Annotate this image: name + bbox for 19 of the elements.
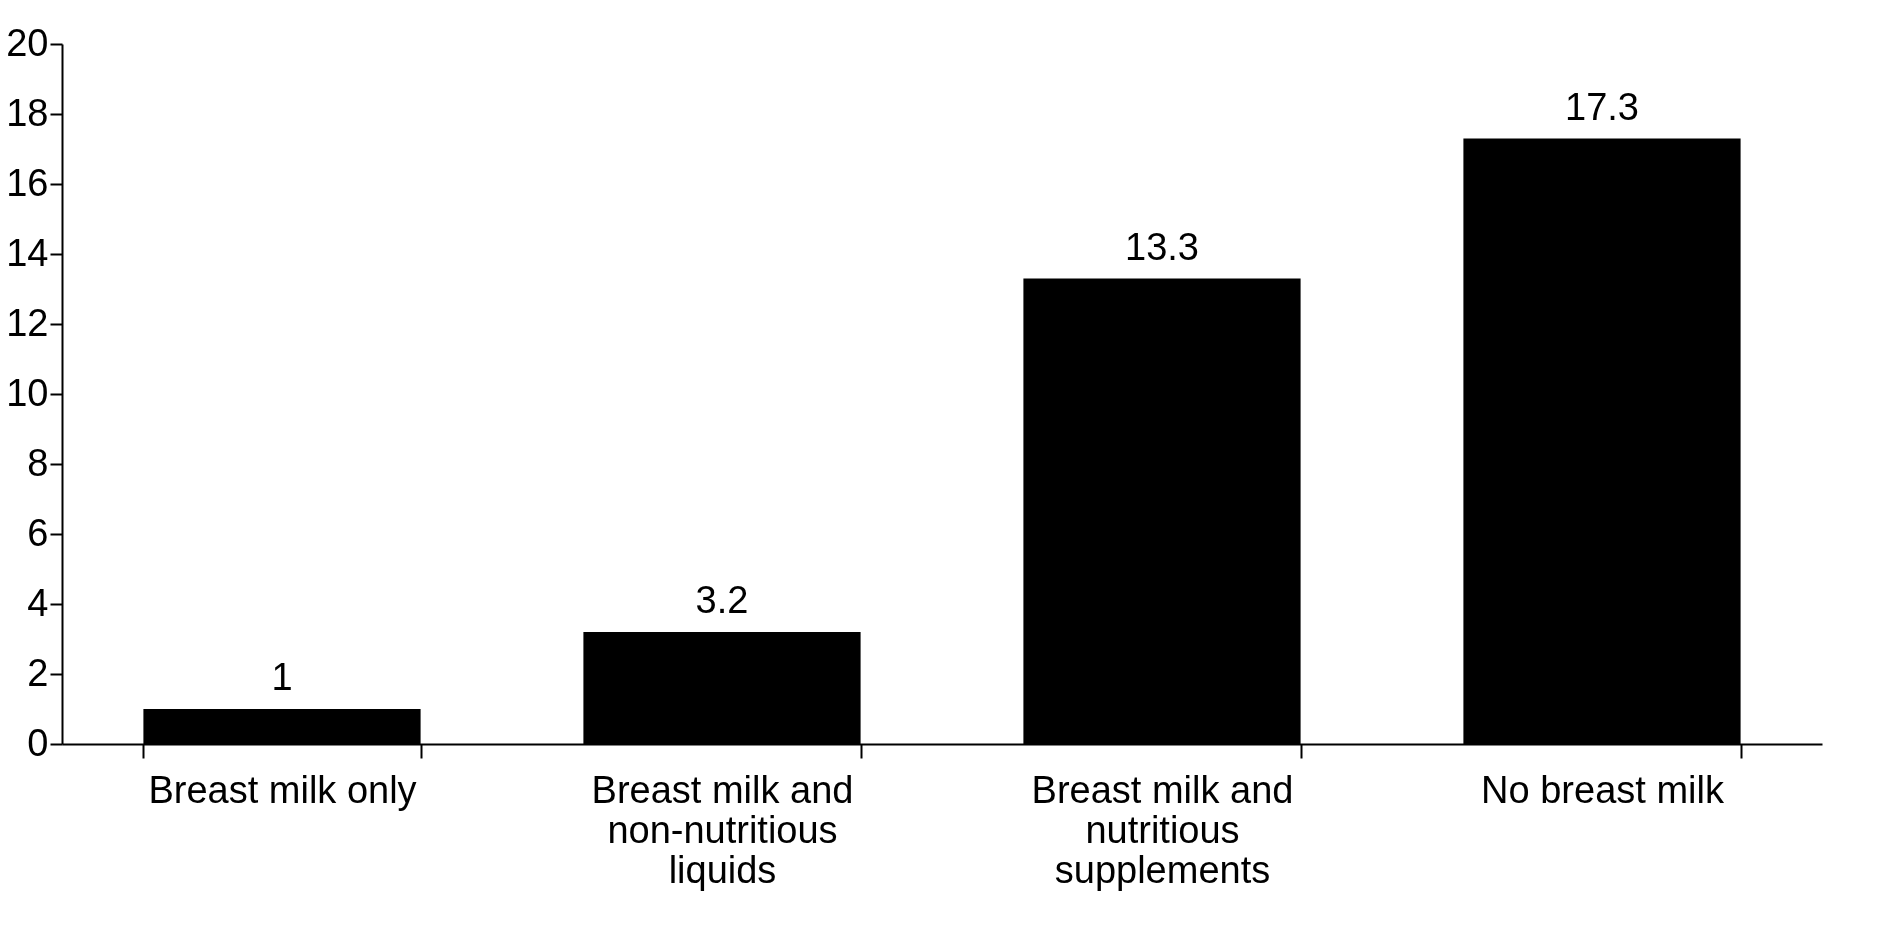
y-tick-label: 12 bbox=[6, 301, 49, 344]
x-tick-label: No breast milk bbox=[1481, 768, 1725, 811]
y-tick-label: 14 bbox=[6, 231, 49, 274]
data-label: 13.3 bbox=[1125, 225, 1199, 268]
y-tick-label: 2 bbox=[27, 651, 49, 694]
y-tick-label: 20 bbox=[6, 21, 49, 64]
y-tick-label: 10 bbox=[6, 371, 49, 414]
y-tick-label: 6 bbox=[27, 511, 49, 554]
data-label: 3.2 bbox=[695, 579, 749, 621]
y-tick-label: 8 bbox=[27, 441, 49, 484]
y-tick-label: 0 bbox=[27, 721, 49, 764]
y-tick-label: 18 bbox=[6, 91, 49, 134]
x-tick-label: Breast milk and non-nutritious liquids bbox=[591, 768, 854, 891]
data-label: 17.3 bbox=[1565, 85, 1639, 128]
y-tick-label: 16 bbox=[6, 161, 49, 204]
data-label: 1 bbox=[271, 656, 293, 698]
x-tick-label: Breast milk only bbox=[148, 768, 417, 811]
y-tick-label: 4 bbox=[27, 581, 49, 624]
x-tick-label: Breast milk and nutritious supplements bbox=[1031, 768, 1294, 891]
